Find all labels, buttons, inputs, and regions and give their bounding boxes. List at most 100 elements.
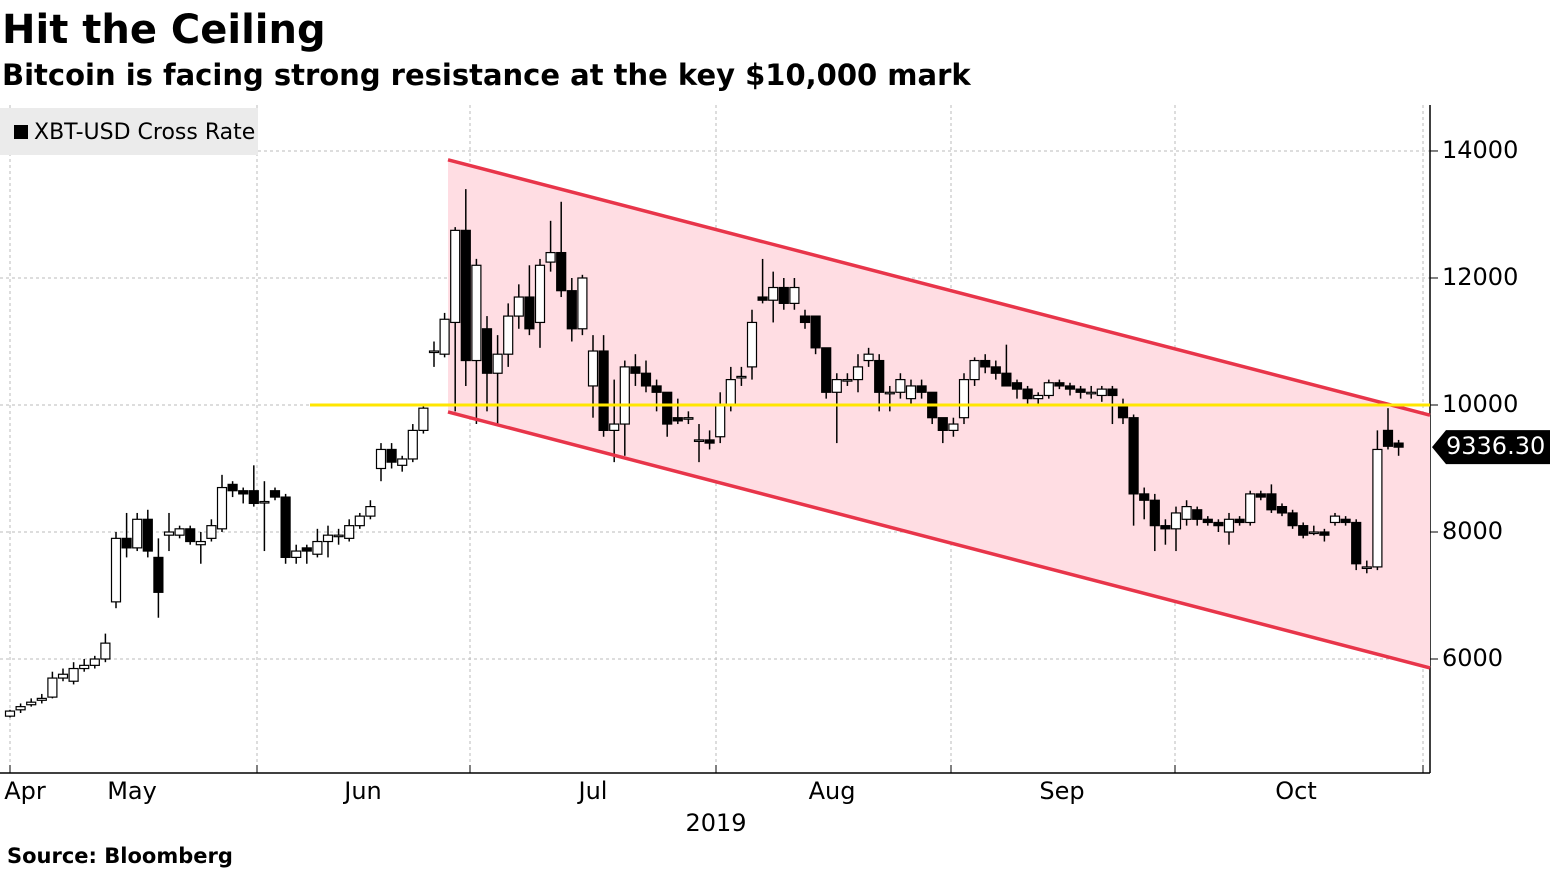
candle-body xyxy=(1319,531,1330,536)
candle-body xyxy=(587,350,599,387)
candle-body xyxy=(609,423,620,431)
candle-body xyxy=(789,286,800,304)
candle-body xyxy=(163,531,175,536)
candle-body xyxy=(768,286,779,301)
candle-body xyxy=(1213,521,1224,527)
candle-body xyxy=(778,286,789,304)
candle-body xyxy=(1340,518,1351,524)
last-price-tag xyxy=(1432,430,1550,465)
candle-body xyxy=(895,378,906,393)
candle-body xyxy=(948,423,959,431)
x-tick-label: Oct xyxy=(1275,777,1317,805)
candle-body xyxy=(1192,509,1203,520)
candle-body xyxy=(1276,506,1288,514)
candle-body xyxy=(1075,388,1086,393)
candle-body xyxy=(958,378,970,419)
candle-body xyxy=(1382,429,1394,447)
candle-body xyxy=(513,296,524,317)
chart-title: Hit the Ceiling xyxy=(2,7,326,53)
y-tick-label: 8000 xyxy=(1442,517,1503,545)
candle-body xyxy=(1033,394,1044,400)
candle-body xyxy=(566,290,577,330)
candle-body xyxy=(916,385,927,393)
candle-body xyxy=(1361,566,1372,570)
candle-body xyxy=(450,229,461,324)
candle-body xyxy=(1054,382,1065,387)
candle-body xyxy=(227,483,238,492)
candle-body xyxy=(863,353,874,362)
x-tick-label: Apr xyxy=(4,777,46,805)
candle-body xyxy=(1234,518,1245,524)
candle-body xyxy=(15,706,26,711)
candle-body xyxy=(460,229,471,362)
y-tick-label: 10000 xyxy=(1442,390,1518,418)
candle-body xyxy=(47,677,58,698)
candle-body xyxy=(842,378,853,382)
candle-body xyxy=(153,556,164,593)
candle-body xyxy=(280,496,291,559)
candle-body xyxy=(980,359,991,368)
candle-body xyxy=(4,710,16,717)
candle-body xyxy=(354,515,365,527)
candle-body xyxy=(259,500,270,504)
x-axis-title: 2019 xyxy=(685,809,746,837)
candle-body xyxy=(1086,391,1097,395)
candle-body xyxy=(831,378,842,393)
candle-body xyxy=(640,372,652,387)
candle-body xyxy=(1160,525,1171,530)
candle-body xyxy=(937,417,948,431)
candle-body xyxy=(121,537,132,549)
candle-body xyxy=(1149,499,1160,527)
candle-body xyxy=(1393,442,1404,448)
candle-body xyxy=(1128,417,1139,495)
candle-body xyxy=(619,366,630,425)
candle-body xyxy=(110,537,122,603)
source: Source: Bloomberg xyxy=(7,844,233,868)
channel-upper xyxy=(447,158,1431,417)
candle-body xyxy=(757,296,768,301)
candle-body xyxy=(195,540,206,546)
candle-body xyxy=(651,385,662,393)
legend-swatch xyxy=(14,125,28,139)
candle-body xyxy=(874,359,885,393)
candle-body xyxy=(248,490,259,505)
x-tick-label: Jul xyxy=(577,777,608,805)
candle-body xyxy=(333,534,344,538)
candle-body xyxy=(1266,493,1277,511)
candle-body xyxy=(799,315,811,324)
y-tick-label: 12000 xyxy=(1442,263,1518,291)
candle-body xyxy=(905,385,917,400)
candle-body xyxy=(1117,404,1129,419)
candle-body xyxy=(1287,512,1298,527)
candle-body xyxy=(26,701,37,706)
candle-body xyxy=(821,347,832,393)
candle-body xyxy=(1096,388,1107,397)
candle-body xyxy=(57,673,69,679)
candle-body xyxy=(216,486,228,530)
candle-body xyxy=(556,251,567,292)
candle-body xyxy=(1372,448,1383,568)
candle-body xyxy=(746,321,758,368)
y-tick-label: 14000 xyxy=(1442,136,1518,164)
candle-body xyxy=(810,315,821,349)
candle-body xyxy=(100,642,111,660)
candle-body xyxy=(439,318,450,355)
last-price-label: 9336.30 xyxy=(1446,432,1545,460)
candle-body xyxy=(481,328,493,374)
candle-body xyxy=(672,417,683,422)
candle-body xyxy=(662,391,673,425)
candle-body xyxy=(852,366,864,381)
candle-body xyxy=(503,315,514,355)
legend: XBT-USD Cross Rate xyxy=(0,108,258,155)
candle-body xyxy=(79,664,90,670)
candle-body xyxy=(1064,385,1076,390)
x-tick-label: Aug xyxy=(809,777,856,805)
candle-body xyxy=(598,350,609,431)
candle-body xyxy=(545,251,556,263)
legend-box xyxy=(0,108,258,155)
x-tick-label: Sep xyxy=(1039,777,1084,805)
candle-body xyxy=(89,658,100,666)
candle-body xyxy=(715,404,726,438)
candle-body xyxy=(269,490,281,498)
candle-body xyxy=(142,518,153,552)
